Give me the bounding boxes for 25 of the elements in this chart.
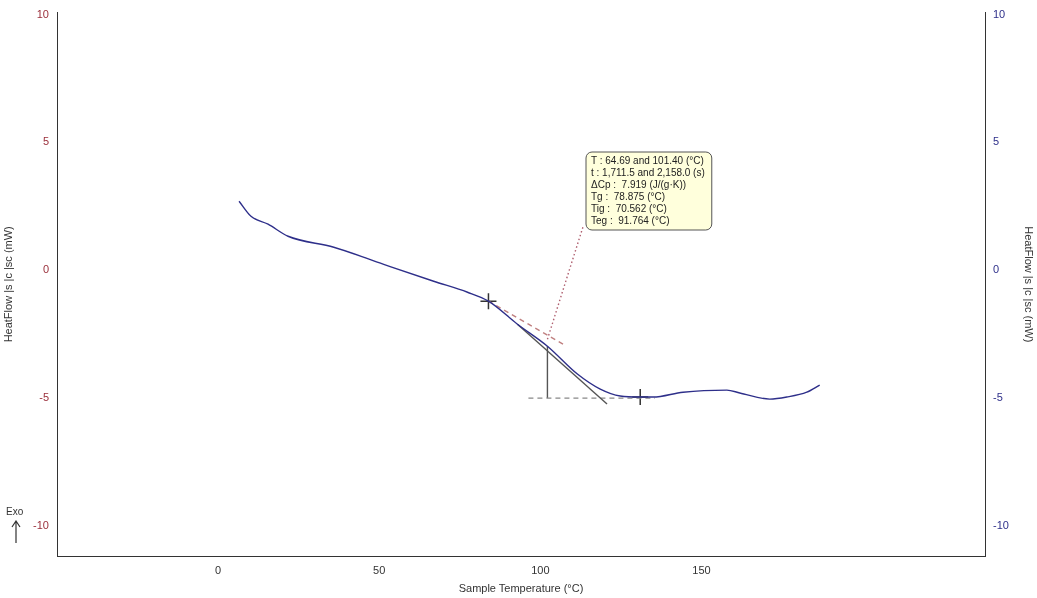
- y2-tick-label: -5: [993, 391, 1003, 404]
- annotation: Teg : 91.764 (°C): [591, 214, 670, 226]
- annotation: Tg : 78.875 (°C): [591, 190, 666, 202]
- y2-tick-label: -10: [993, 518, 1009, 531]
- y2-tick-label: 10: [993, 7, 1006, 20]
- y-tick-label: 0: [42, 263, 49, 276]
- x-tick-label: 50: [373, 564, 386, 577]
- y2-tick-label: 5: [993, 135, 1000, 148]
- y2-tick-label: 0: [993, 263, 1000, 276]
- annotation: T : 64.69 and 101.40 (°C): [591, 154, 704, 166]
- y-tick-label: -10: [33, 518, 49, 531]
- y-axis-title: HeatFlow |s |c |sc (mW): [1, 226, 14, 343]
- y-tick-label: -5: [39, 391, 49, 404]
- text: Exo: [6, 506, 24, 517]
- annotation: Tig : 70.562 (°C): [591, 202, 667, 214]
- y-tick-label: 5: [42, 135, 49, 148]
- annotation: ΔCp : 7.919 (J/(g·K)): [591, 178, 687, 190]
- annotation: t : 1,711.5 and 2,158.0 (s): [591, 166, 705, 178]
- y-tick-label: 10: [36, 7, 49, 20]
- x-axis-title: Sample Temperature (°C): [458, 582, 584, 595]
- x-tick-label: 0: [215, 564, 222, 577]
- x-tick-label: 100: [531, 564, 550, 577]
- y2-axis-title: HeatFlow |s |c |sc (mW): [1023, 226, 1036, 343]
- x-tick-label: 150: [692, 564, 711, 577]
- line-series: [238, 200, 821, 400]
